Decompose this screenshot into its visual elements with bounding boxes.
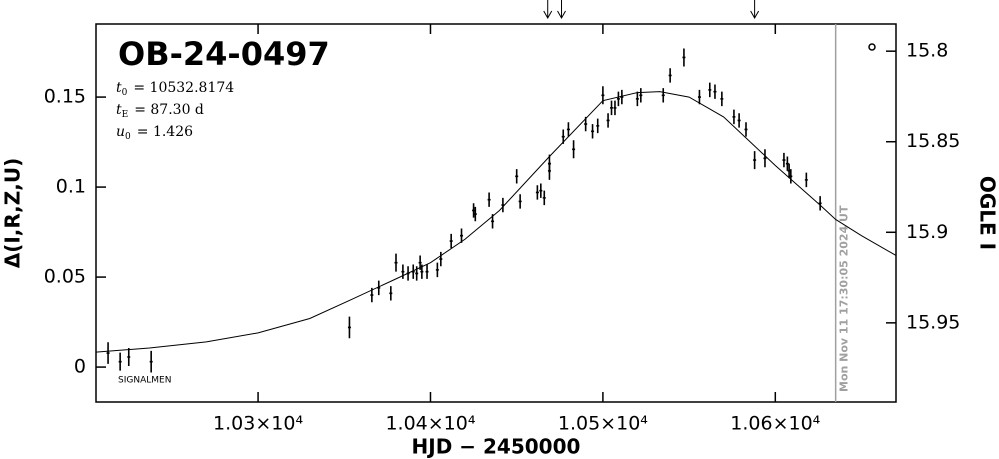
data-point bbox=[449, 233, 453, 249]
data-point bbox=[118, 352, 122, 371]
chart-title: OB-24-0497 bbox=[118, 35, 330, 73]
data-point bbox=[596, 118, 600, 134]
parameter-symbol: u bbox=[116, 124, 125, 140]
parameter-subscript: E bbox=[122, 110, 129, 120]
arrow bbox=[543, 0, 553, 20]
x-axis-label: HJD − 2450000 bbox=[412, 435, 581, 459]
data-point bbox=[591, 124, 595, 139]
y2-tick-label: 15.8 bbox=[906, 40, 948, 62]
data-point bbox=[149, 350, 153, 373]
data-point bbox=[394, 253, 398, 272]
data-point bbox=[744, 122, 748, 137]
data-point bbox=[473, 206, 477, 222]
data-point bbox=[661, 88, 665, 103]
parameter-symbol: t bbox=[116, 102, 122, 118]
data-point bbox=[401, 264, 405, 279]
data-point bbox=[613, 100, 617, 116]
data-point bbox=[561, 129, 565, 144]
y-tick-label: 0.15 bbox=[44, 86, 86, 108]
data-point bbox=[818, 196, 822, 211]
time-label: Mon Nov 11 17:30:05 2024 UT bbox=[838, 205, 851, 392]
data-point bbox=[682, 48, 686, 67]
x-tick-label: 1.05×10⁴ bbox=[558, 413, 648, 435]
data-point bbox=[708, 82, 712, 98]
data-point bbox=[439, 251, 443, 267]
data-point bbox=[377, 280, 381, 296]
credit: SIGNALMEN bbox=[118, 376, 171, 386]
data-point bbox=[737, 113, 741, 128]
data-point bbox=[639, 88, 643, 103]
x-tick-label: 1.06×10⁴ bbox=[730, 413, 820, 435]
data-point bbox=[584, 116, 588, 132]
data-point bbox=[515, 169, 519, 184]
arrow bbox=[557, 0, 566, 20]
data-point bbox=[763, 149, 767, 168]
data-point bbox=[491, 214, 495, 229]
x-tick-label: 1.03×10⁴ bbox=[213, 413, 303, 435]
data-point bbox=[616, 91, 620, 107]
parameter-symbol: t bbox=[116, 80, 122, 96]
parameter-subscript: 0 bbox=[125, 132, 131, 142]
data-point bbox=[620, 89, 624, 105]
model-curve bbox=[95, 91, 897, 353]
y2-tick-label: 15.9 bbox=[906, 221, 948, 243]
parameter: tE = 87.30 d bbox=[116, 102, 204, 120]
data-point bbox=[782, 152, 786, 168]
data-point bbox=[127, 348, 131, 366]
data-point bbox=[697, 89, 701, 105]
y2-tick-label: 15.95 bbox=[906, 311, 960, 333]
data-point bbox=[804, 172, 808, 188]
data-point bbox=[606, 113, 610, 128]
parameter: u0 = 1.426 bbox=[116, 124, 193, 142]
data-point bbox=[347, 316, 351, 339]
data-point bbox=[370, 287, 374, 303]
data-point bbox=[106, 342, 110, 364]
y2-axis-label: OGLE I bbox=[976, 176, 999, 250]
parameter: t0 = 10532.8174 bbox=[116, 80, 234, 98]
data-point bbox=[418, 255, 422, 270]
data-point bbox=[535, 185, 539, 200]
arrow bbox=[750, 0, 760, 20]
data-point bbox=[610, 100, 614, 116]
data-point bbox=[406, 266, 410, 281]
y-tick-label: 0.1 bbox=[56, 176, 86, 198]
parameter-value: = 87.30 d bbox=[134, 102, 204, 118]
data-point bbox=[487, 192, 491, 207]
y2-tick-label: 15.85 bbox=[906, 130, 960, 152]
data-point bbox=[460, 228, 464, 243]
data-point bbox=[542, 190, 546, 206]
y-axis-label: Δ(I,R,Z,U) bbox=[1, 158, 25, 269]
parameter-subscript: 0 bbox=[122, 88, 128, 98]
data-point bbox=[411, 264, 415, 279]
y-tick-label: 0 bbox=[74, 356, 86, 378]
data-point bbox=[501, 197, 505, 213]
symbol bbox=[868, 43, 876, 51]
data-point bbox=[566, 122, 570, 137]
data-point bbox=[415, 266, 419, 281]
x-tick-label: 1.04×10⁴ bbox=[385, 413, 475, 435]
data-point bbox=[753, 151, 757, 170]
data-point bbox=[518, 194, 522, 209]
data-point bbox=[389, 286, 393, 301]
parameter-value: = 1.426 bbox=[137, 124, 193, 140]
data-point bbox=[539, 183, 543, 198]
data-point bbox=[547, 161, 551, 180]
data-point bbox=[713, 84, 717, 99]
parameter-value: = 10532.8174 bbox=[133, 80, 234, 96]
data-point bbox=[732, 109, 736, 125]
data-point bbox=[635, 91, 639, 107]
data-point bbox=[420, 264, 424, 279]
data-point bbox=[720, 91, 724, 107]
y-tick-label: 0.05 bbox=[44, 266, 86, 288]
data-point bbox=[601, 86, 605, 105]
plot-frame bbox=[95, 23, 897, 403]
data-point bbox=[789, 169, 793, 184]
data-point bbox=[425, 264, 429, 279]
data-point bbox=[572, 140, 576, 159]
data-point bbox=[435, 262, 439, 278]
data-point bbox=[668, 68, 672, 83]
